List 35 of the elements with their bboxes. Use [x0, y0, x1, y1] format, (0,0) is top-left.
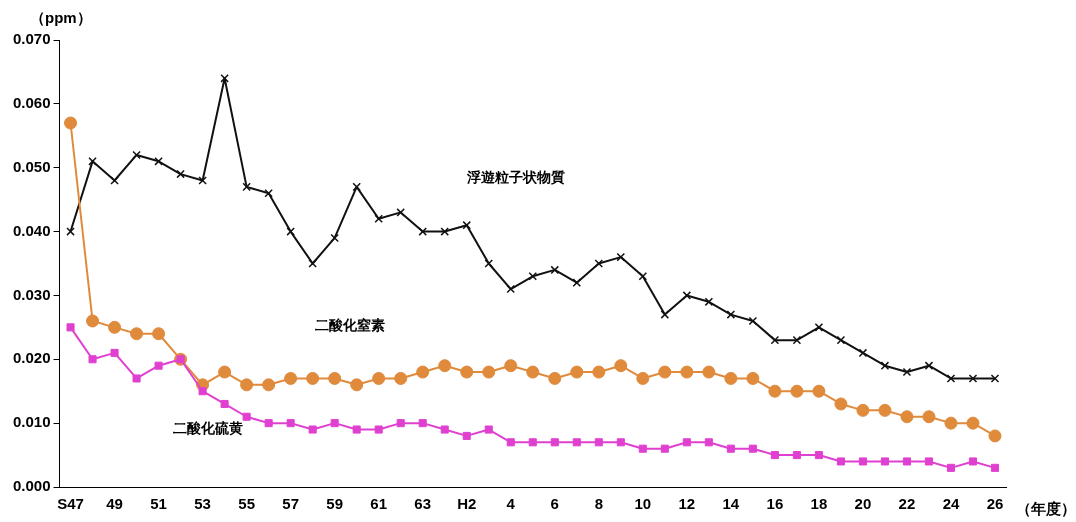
y-tick-label: 0.010 — [12, 413, 51, 431]
y-tick-label: 0.040 — [12, 221, 51, 239]
x-tick-label: 16 — [766, 495, 784, 513]
y-tick-label: 0.030 — [12, 285, 51, 303]
x-tick-label: 6 — [550, 495, 559, 513]
text: 浮遊粒子状物質 — [465, 169, 565, 186]
x-tick-label: 18 — [810, 495, 828, 513]
x-tick-label: 12 — [678, 495, 696, 513]
y-tick-label: 0.000 — [12, 477, 51, 495]
x-tick-label: 61 — [370, 495, 388, 513]
x-tick-label: 53 — [194, 495, 211, 513]
x-tick-label: 4 — [506, 495, 516, 513]
y-axis-title: （ppm） — [30, 8, 92, 26]
x-axis-title: （年度） — [1016, 500, 1076, 518]
x-tick-label: S47 — [57, 495, 84, 513]
text: 二酸化窒素 — [315, 316, 386, 333]
x-tick-label: 24 — [942, 495, 960, 513]
x-tick-label: 59 — [326, 495, 344, 513]
y-tick-label: 0.060 — [12, 94, 51, 111]
x-tick-label: 51 — [150, 495, 167, 513]
x-tick-label: 10 — [634, 495, 652, 513]
y-tick-label: 0.070 — [12, 30, 51, 48]
x-tick-label: 26 — [986, 495, 1004, 513]
x-tick-label: 20 — [854, 495, 872, 513]
x-tick-label: 22 — [898, 495, 916, 513]
series-label: 二酸化硫黄 — [173, 419, 244, 436]
x-tick-label: 49 — [106, 495, 123, 513]
y-tick-label: 0.050 — [12, 157, 51, 175]
x-tick-label: 57 — [282, 495, 299, 513]
x-tick-label: 14 — [722, 495, 740, 513]
x-tick-label: 55 — [238, 495, 255, 513]
y-tick-label: 0.020 — [12, 349, 51, 367]
x-tick-label: 8 — [594, 495, 603, 513]
x-tick-label: H2 — [457, 495, 477, 513]
x-tick-label: 63 — [414, 495, 432, 513]
